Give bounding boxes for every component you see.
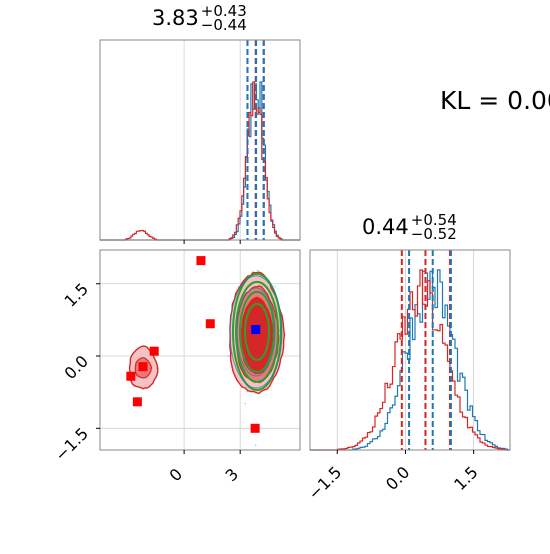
contour-green-3 <box>244 302 271 361</box>
panel-2-ytick-label-0: 1.5 <box>61 279 92 310</box>
sample-point <box>244 402 247 405</box>
contour-blue-0 <box>229 275 283 389</box>
histogram-2-series-0 <box>310 269 510 451</box>
contour-blue-1 <box>236 287 276 377</box>
panel-2-ytick-label-2: −1.5 <box>51 424 92 465</box>
panel-2-xtick-label-1: 3 <box>222 465 243 486</box>
param2-plus: +0.54 <box>410 211 457 229</box>
red-marker-2 <box>138 362 148 372</box>
kl-label: KL = 0.00 <box>440 86 550 115</box>
param1-minus: −0.44 <box>200 16 247 34</box>
blue-marker <box>251 325 261 335</box>
sample-point <box>274 285 277 288</box>
param2-errors: +0.54 −0.52 <box>410 211 457 243</box>
panel-3-xtick-label-1: 0.0 <box>382 463 413 494</box>
param1-value: 3.83 <box>152 6 199 30</box>
param1-plus: +0.43 <box>200 2 247 20</box>
red-marker-1 <box>126 371 136 381</box>
panel-2-xtick-label-0: 0 <box>165 465 186 486</box>
panel-1-bg <box>100 40 300 240</box>
param2-minus: −0.52 <box>410 225 457 243</box>
param1-errors: +0.43 −0.44 <box>200 2 247 34</box>
panel-3-xtick-label-2: 1.5 <box>450 463 481 494</box>
sample-point <box>256 269 259 272</box>
red-marker-4 <box>196 256 206 266</box>
panel-2-frame <box>99 249 301 451</box>
param2-title: 0.44 +0.54 −0.52 <box>362 211 457 243</box>
red-marker-5 <box>205 319 215 329</box>
sample-point <box>254 444 257 447</box>
panel-3-xtick-label-0: −1.5 <box>304 463 345 504</box>
red-marker-0 <box>132 397 142 407</box>
contour-green-2 <box>239 290 276 373</box>
param2-value: 0.44 <box>362 215 409 239</box>
contour-green-0 <box>232 272 283 391</box>
histogram-2-series-1 <box>310 269 510 451</box>
red-marker-6 <box>250 423 260 433</box>
sample-point <box>227 355 230 357</box>
panel-3-frame <box>309 249 511 451</box>
contour-green-1 <box>235 280 280 383</box>
red-marker-3 <box>149 346 159 356</box>
panel-1-frame <box>99 39 301 241</box>
param1-title: 3.83 +0.43 −0.44 <box>152 2 247 34</box>
panel-2-ytick-label-1: 0.0 <box>61 352 92 383</box>
